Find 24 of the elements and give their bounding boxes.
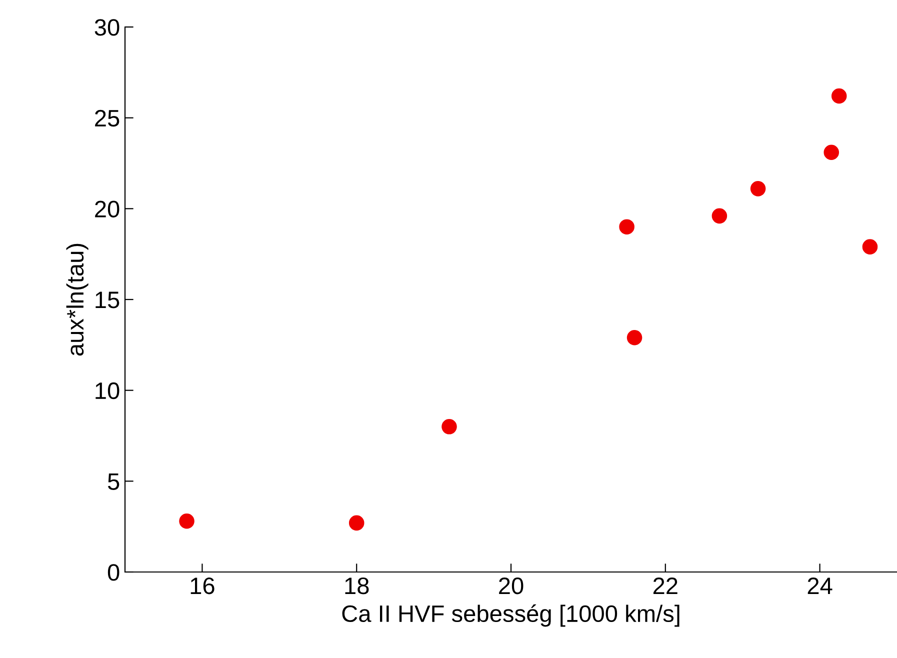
y-tick-label: 5: [108, 473, 120, 490]
y-tick-label: 15: [96, 292, 120, 308]
point: [831, 88, 847, 104]
point: [619, 219, 634, 234]
y-tick-label: 10: [96, 382, 120, 400]
point: [750, 181, 766, 196]
x-tick-label: 20: [499, 577, 524, 594]
point: [824, 144, 840, 160]
point: [862, 239, 878, 254]
point: [712, 208, 728, 224]
x-tick-label: 18: [345, 577, 369, 594]
point: [348, 515, 364, 531]
y-tick-label: 30: [94, 19, 120, 36]
y-tick-label: 25: [95, 110, 120, 127]
y-tick-label: 20: [95, 200, 120, 218]
y-tick-label: 0: [108, 564, 120, 581]
x-tick-label: 16: [190, 577, 214, 594]
point: [179, 513, 194, 529]
y-axis-title: aux*ln(tau): [66, 244, 88, 356]
point: [442, 419, 457, 434]
x-axis-title: Ca II HVF sebesség [1000 km/s]: [342, 604, 680, 627]
x-tick-label: 22: [653, 577, 678, 594]
point: [626, 330, 642, 346]
x-tick-label: 24: [808, 577, 832, 594]
